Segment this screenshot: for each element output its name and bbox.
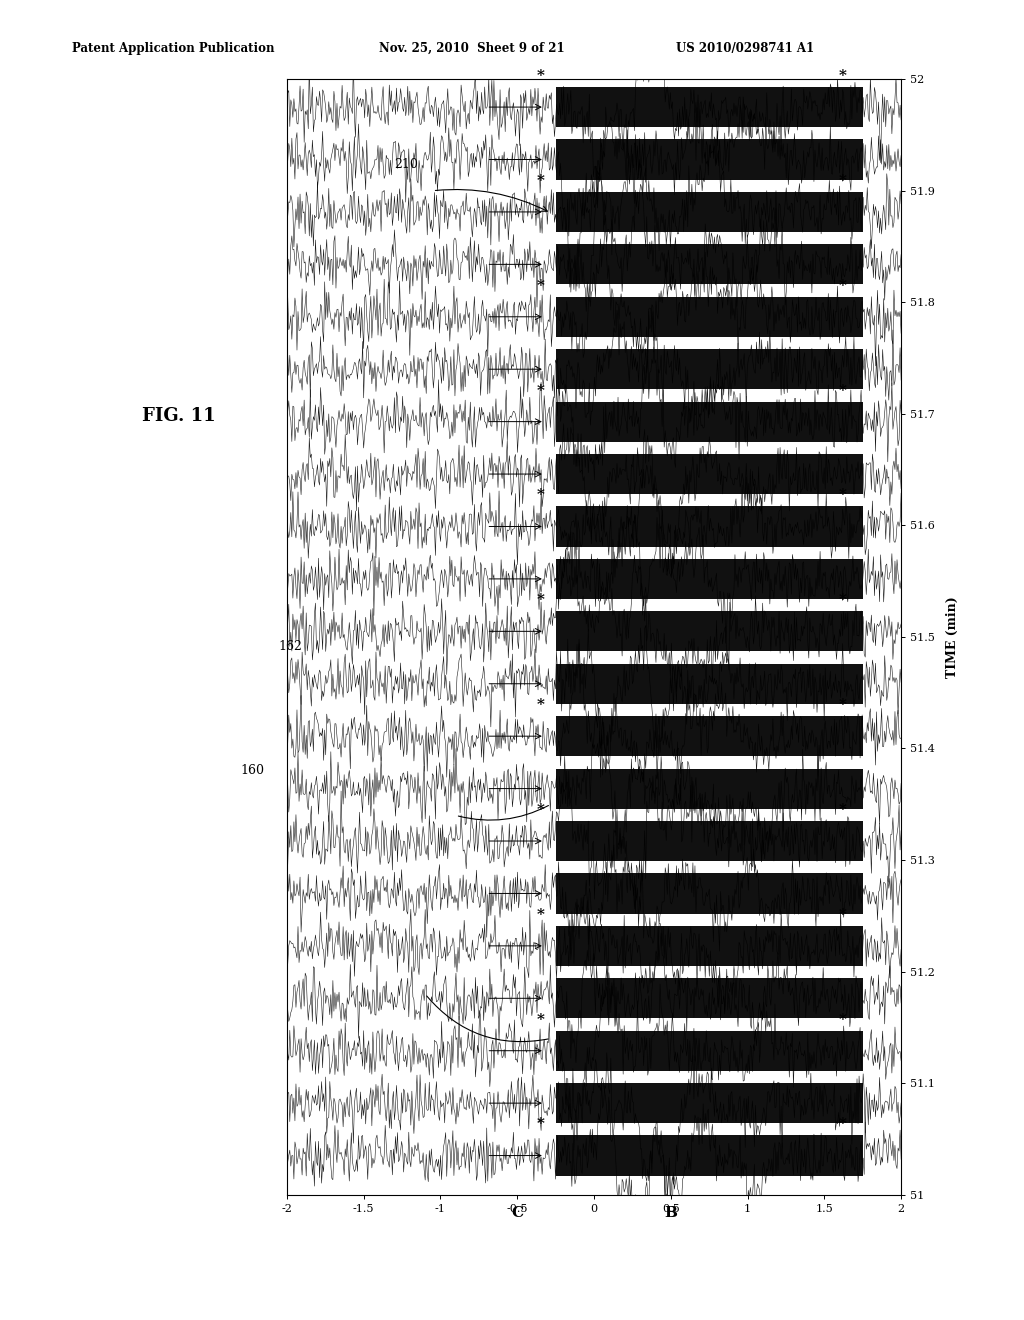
- Y-axis label: TIME (min): TIME (min): [946, 597, 959, 677]
- Bar: [556, 454, 862, 494]
- Bar: [556, 191, 862, 232]
- Bar: [556, 140, 862, 180]
- Bar: [556, 874, 862, 913]
- Text: *: *: [839, 1012, 847, 1027]
- Text: *: *: [839, 803, 847, 817]
- Text: *: *: [839, 593, 847, 607]
- Text: *: *: [839, 698, 847, 711]
- Text: *: *: [839, 1118, 847, 1131]
- Bar: [556, 1084, 862, 1123]
- Bar: [556, 664, 862, 704]
- Text: *: *: [839, 279, 847, 293]
- Text: 162: 162: [279, 640, 302, 653]
- Text: *: *: [839, 908, 847, 921]
- Text: *: *: [537, 593, 544, 607]
- Text: *: *: [537, 279, 544, 293]
- Text: C: C: [511, 1205, 523, 1220]
- Bar: [556, 348, 862, 389]
- Bar: [556, 244, 862, 284]
- Bar: [556, 401, 862, 442]
- Text: *: *: [839, 174, 847, 187]
- Text: 210: 210: [394, 158, 418, 172]
- Text: *: *: [537, 698, 544, 711]
- Text: *: *: [839, 69, 847, 83]
- Text: *: *: [839, 384, 847, 397]
- Bar: [556, 507, 862, 546]
- Bar: [556, 1031, 862, 1071]
- Text: *: *: [537, 69, 544, 83]
- Text: Patent Application Publication: Patent Application Publication: [72, 42, 274, 55]
- Bar: [556, 1135, 862, 1176]
- Text: FIG. 11: FIG. 11: [142, 407, 216, 425]
- Text: *: *: [537, 803, 544, 817]
- Bar: [556, 611, 862, 651]
- Text: B: B: [665, 1205, 677, 1220]
- Text: US 2010/0298741 A1: US 2010/0298741 A1: [676, 42, 814, 55]
- Bar: [556, 558, 862, 599]
- Text: *: *: [537, 1012, 544, 1027]
- Bar: [556, 768, 862, 809]
- Text: *: *: [537, 174, 544, 187]
- Text: Nov. 25, 2010  Sheet 9 of 21: Nov. 25, 2010 Sheet 9 of 21: [379, 42, 564, 55]
- Text: 160: 160: [241, 764, 264, 777]
- Bar: [556, 821, 862, 861]
- Bar: [556, 297, 862, 337]
- Bar: [556, 715, 862, 756]
- Bar: [556, 978, 862, 1018]
- Text: *: *: [839, 488, 847, 503]
- Bar: [556, 925, 862, 966]
- Text: *: *: [537, 488, 544, 503]
- Text: *: *: [537, 908, 544, 921]
- Bar: [556, 87, 862, 127]
- Text: *: *: [537, 1118, 544, 1131]
- Text: *: *: [537, 384, 544, 397]
